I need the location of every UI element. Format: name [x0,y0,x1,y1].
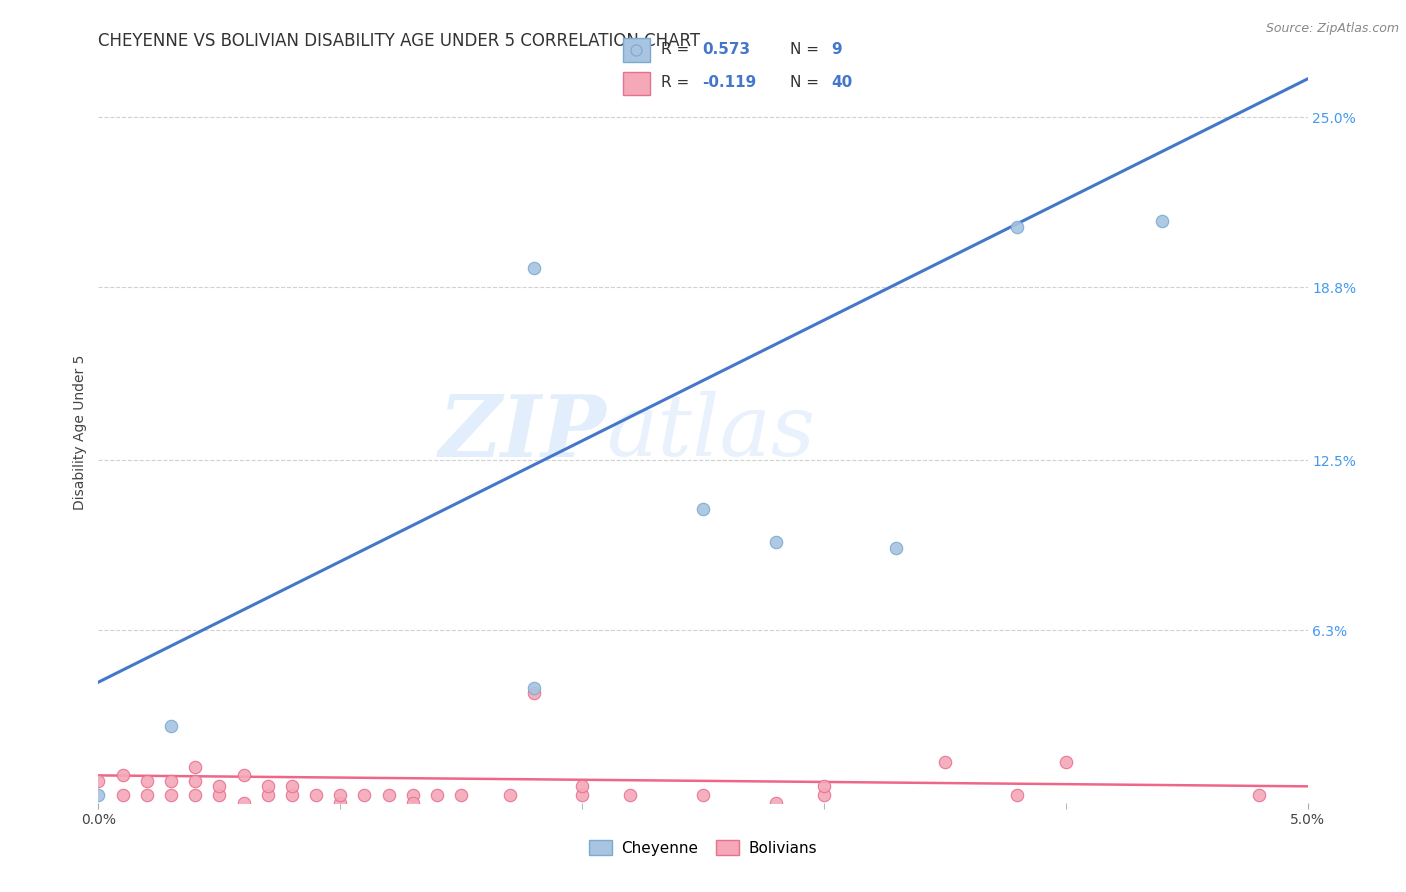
Point [765,535,787,549]
Point [450,788,472,802]
Point [1152,214,1174,228]
Point [184,760,207,774]
Point [160,788,183,802]
Point [571,788,593,802]
Point [87,773,110,788]
Point [208,788,231,802]
Point [329,788,352,802]
Point [160,719,183,733]
Point [305,788,328,802]
Point [571,780,593,794]
Point [160,773,183,788]
Point [523,686,546,700]
Text: R =: R = [661,75,695,90]
Point [934,755,956,769]
Point [523,681,546,695]
Point [377,788,399,802]
Text: CHEYENNE VS BOLIVIAN DISABILITY AGE UNDER 5 CORRELATION CHART: CHEYENNE VS BOLIVIAN DISABILITY AGE UNDE… [98,32,700,50]
Point [402,796,425,810]
Point [87,788,110,802]
Text: 9: 9 [831,42,842,57]
Text: 0.573: 0.573 [702,42,751,57]
Point [1249,788,1271,802]
Point [886,541,908,555]
Point [111,768,134,782]
Text: -0.119: -0.119 [702,75,756,90]
Point [135,773,157,788]
Text: 40: 40 [831,75,852,90]
Point [1007,219,1029,234]
FancyBboxPatch shape [623,38,650,62]
Point [329,796,352,810]
Point [813,788,835,802]
Text: N =: N = [790,75,824,90]
Point [232,768,254,782]
Point [281,788,304,802]
Point [256,788,278,802]
Text: ZIP: ZIP [439,391,606,475]
Point [1054,755,1077,769]
Point [208,780,231,794]
Point [813,780,835,794]
Point [692,502,714,516]
Point [111,788,134,802]
Point [256,780,278,794]
Point [765,796,787,810]
Point [184,788,207,802]
Text: R =: R = [661,42,695,57]
Point [184,773,207,788]
Point [426,788,449,802]
Point [402,788,425,802]
Point [281,780,304,794]
Text: atlas: atlas [606,392,815,474]
Point [1007,788,1029,802]
Text: Source: ZipAtlas.com: Source: ZipAtlas.com [1265,22,1399,36]
Point [135,788,157,802]
Point [523,261,546,276]
Y-axis label: Disability Age Under 5: Disability Age Under 5 [73,355,87,510]
Legend: Cheyenne, Bolivians: Cheyenne, Bolivians [583,834,823,862]
Point [692,788,714,802]
FancyBboxPatch shape [623,72,650,95]
Point [353,788,375,802]
Point [498,788,520,802]
Text: N =: N = [790,42,824,57]
Point [619,788,641,802]
Point [232,796,254,810]
